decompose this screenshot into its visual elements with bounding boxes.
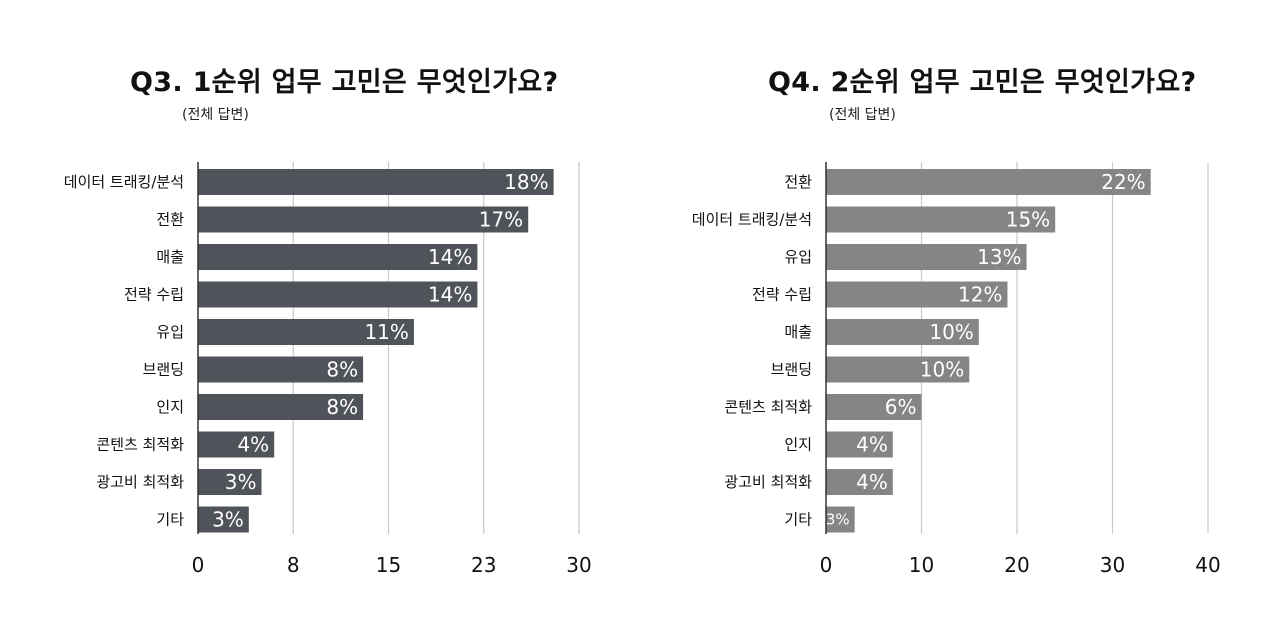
data-label: 17% [479, 208, 523, 232]
data-label: 14% [428, 245, 472, 269]
category-label: 콘텐츠 최적화 [724, 398, 812, 416]
category-label: 브랜딩 [143, 361, 184, 379]
bar [826, 431, 893, 458]
bar [198, 169, 554, 195]
chart-subtitle: (전체 답변) [182, 107, 249, 123]
bar [198, 319, 414, 345]
data-label: 3% [212, 508, 244, 532]
data-label: 11% [364, 320, 408, 344]
bar [826, 506, 855, 533]
data-label: 4% [237, 433, 269, 457]
data-label: 13% [977, 245, 1021, 269]
data-label: 12% [958, 283, 1002, 307]
data-label: 22% [1101, 170, 1145, 194]
data-label: 8% [326, 358, 358, 382]
category-label: 콘텐츠 최적화 [96, 436, 184, 454]
x-tick-label: 20 [1004, 553, 1029, 577]
data-label: 18% [504, 170, 548, 194]
data-label: 3% [225, 470, 257, 494]
bar [826, 319, 979, 345]
data-label: 4% [856, 470, 888, 494]
category-label: 유입 [784, 248, 812, 266]
category-label: 데이터 트래킹/분석 [692, 211, 812, 229]
category-label: 광고비 최적화 [724, 473, 812, 491]
bar [826, 169, 1151, 195]
category-label: 매출 [156, 248, 184, 266]
data-label: 14% [428, 283, 472, 307]
category-label: 기타 [784, 511, 812, 529]
chart-0: 0 8 15 23 30 데이터 트래킹/분석 18% 전환 17% 매출 14% 전략 수립 14% 유… [64, 162, 592, 577]
x-tick-label: 10 [909, 553, 934, 577]
bar [198, 281, 478, 308]
bar [198, 394, 364, 420]
x-tick-label: 23 [471, 553, 496, 577]
chart-1: 0 10 20 30 40 전환 22% 데이터 트래킹/분석 15% 유입 13% 전략 수립 12%… [692, 162, 1221, 577]
category-label: 전환 [784, 173, 812, 191]
bar [198, 356, 364, 383]
chart-subtitle: (전체 답변) [829, 107, 896, 123]
category-label: 전략 수립 [752, 286, 812, 304]
category-label: 인지 [156, 398, 184, 416]
bar [198, 506, 249, 533]
data-label: 4% [856, 433, 888, 457]
category-label: 데이터 트래킹/분석 [64, 173, 184, 191]
data-label: 10% [929, 320, 973, 344]
chart-title: Q4. 2순위 업무 고민은 무엇인가요? [768, 67, 1197, 98]
category-label: 전략 수립 [124, 286, 184, 304]
x-tick-label: 15 [376, 553, 401, 577]
bar [826, 356, 970, 383]
category-label: 브랜딩 [771, 361, 812, 379]
x-tick-label: 0 [820, 553, 833, 577]
category-label: 인지 [784, 436, 812, 454]
x-tick-label: 0 [192, 553, 205, 577]
x-tick-label: 40 [1195, 553, 1220, 577]
x-tick-label: 30 [566, 553, 591, 577]
data-label: 15% [1006, 208, 1050, 232]
category-label: 광고비 최적화 [96, 473, 184, 491]
category-label: 기타 [156, 511, 184, 529]
bar [198, 431, 275, 458]
chart-title: Q3. 1순위 업무 고민은 무엇인가요? [130, 67, 559, 98]
x-tick-label: 30 [1100, 553, 1125, 577]
category-label: 전환 [156, 211, 184, 229]
bar [826, 469, 893, 495]
bar [826, 394, 922, 420]
bar [198, 469, 262, 495]
data-label: 8% [326, 395, 358, 419]
bar [198, 244, 478, 270]
data-label: 3% [826, 511, 850, 529]
category-label: 유입 [156, 323, 184, 341]
data-label: 10% [920, 358, 964, 382]
bar [826, 281, 1008, 308]
category-label: 매출 [784, 323, 812, 341]
data-label: 6% [885, 395, 917, 419]
bar [826, 206, 1056, 233]
bar [826, 244, 1027, 270]
x-tick-label: 8 [287, 553, 300, 577]
bar [198, 206, 529, 233]
